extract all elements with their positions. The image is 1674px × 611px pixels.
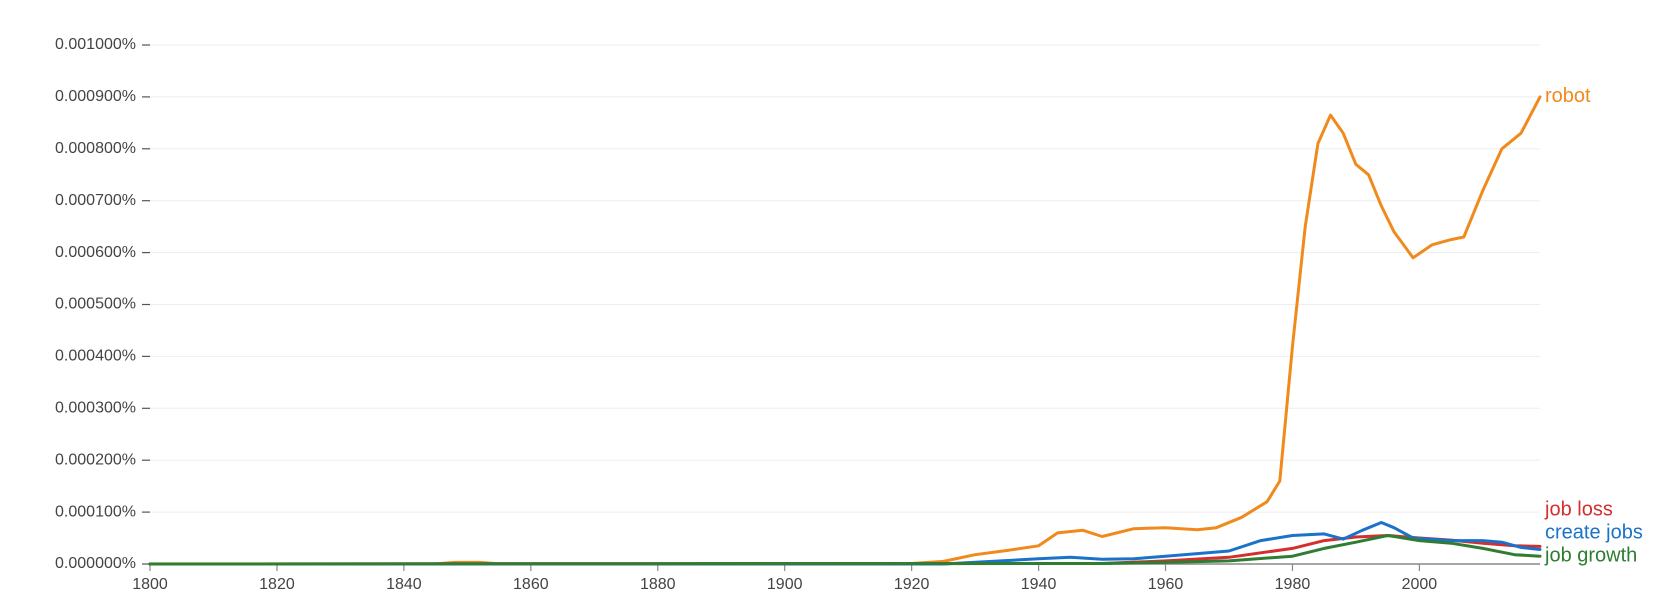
x-tick-label: 1980 xyxy=(1275,576,1311,593)
x-tick-label: 1960 xyxy=(1148,576,1184,593)
y-tick-label: 0.000000% xyxy=(55,555,136,572)
x-tick-label: 1940 xyxy=(1021,576,1057,593)
series-line xyxy=(148,521,1542,566)
series-label: job growth xyxy=(1544,544,1637,566)
y-tick-label: 0.000500% xyxy=(55,296,136,313)
x-tick-label: 1820 xyxy=(259,576,295,593)
x-tick-label: 1920 xyxy=(894,576,930,593)
series-line xyxy=(148,534,1542,566)
y-tick-label: 0.000800% xyxy=(55,140,136,157)
series-label: job loss xyxy=(1544,498,1613,520)
y-tick-label: 0.000700% xyxy=(55,192,136,209)
x-tick-label: 2000 xyxy=(1402,576,1438,593)
y-tick-label: 0.000100% xyxy=(55,503,136,520)
y-tick-label: 0.000200% xyxy=(55,451,136,468)
y-tick-label: 0.000600% xyxy=(55,244,136,261)
series-line xyxy=(148,95,1542,566)
series-line xyxy=(148,534,1542,566)
y-tick-label: 0.001000% xyxy=(55,36,136,53)
series-label: create jobs xyxy=(1545,521,1643,543)
x-tick-label: 1880 xyxy=(640,576,676,593)
y-tick-label: 0.000400% xyxy=(55,348,136,365)
x-tick-label: 1840 xyxy=(386,576,422,593)
series-label: robot xyxy=(1545,85,1591,107)
x-tick-label: 1860 xyxy=(513,576,549,593)
x-tick-label: 1800 xyxy=(132,576,168,593)
y-tick-label: 0.000900% xyxy=(55,88,136,105)
x-tick-label: 1900 xyxy=(767,576,803,593)
y-tick-label: 0.000300% xyxy=(55,400,136,417)
